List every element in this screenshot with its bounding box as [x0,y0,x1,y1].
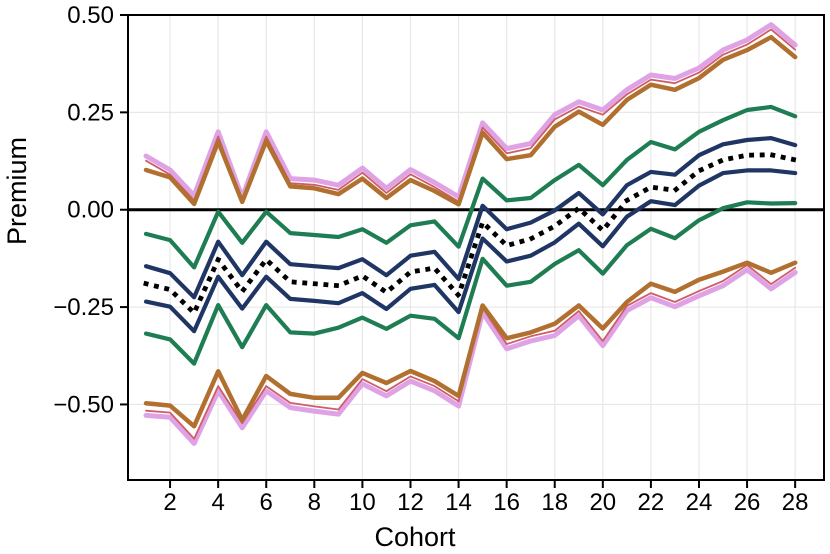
x-tick-label: 2 [163,489,176,516]
x-tick-label: 18 [541,489,568,516]
y-axis-label: Premium [2,136,32,245]
y-tick-label: −0.25 [53,294,114,321]
series-lower-green [143,200,798,366]
y-tick-label: 0.50 [67,2,114,29]
series-upper-green [143,104,798,270]
series-lower-brown [143,260,798,429]
series-median-dotted-black [143,152,799,316]
series-upper-crimson-thin [145,28,797,203]
series-lower-navy [143,168,798,334]
x-tick-label: 12 [397,489,424,516]
x-axis-label: Cohort [374,522,456,552]
x-tick-label: 14 [445,489,472,516]
x-tick-label: 6 [260,489,273,516]
series-upper-violet [143,22,798,200]
x-tick-label: 24 [686,489,713,516]
x-tick-label: 8 [308,489,321,516]
x-tick-label: 28 [782,489,809,516]
x-tick-label: 4 [211,489,224,516]
x-tick-label: 16 [493,489,520,516]
y-tick-label: 0.00 [67,197,114,224]
x-tick-label: 22 [638,489,665,516]
y-tick-label: −0.50 [53,391,114,418]
series-upper-brown [143,34,798,207]
plot-frame [127,14,825,481]
y-tick-label: 0.25 [67,99,114,126]
x-tick-label: 20 [589,489,616,516]
series-upper-navy [143,136,798,300]
x-tick-label: 10 [349,489,376,516]
x-tick-label: 26 [734,489,761,516]
